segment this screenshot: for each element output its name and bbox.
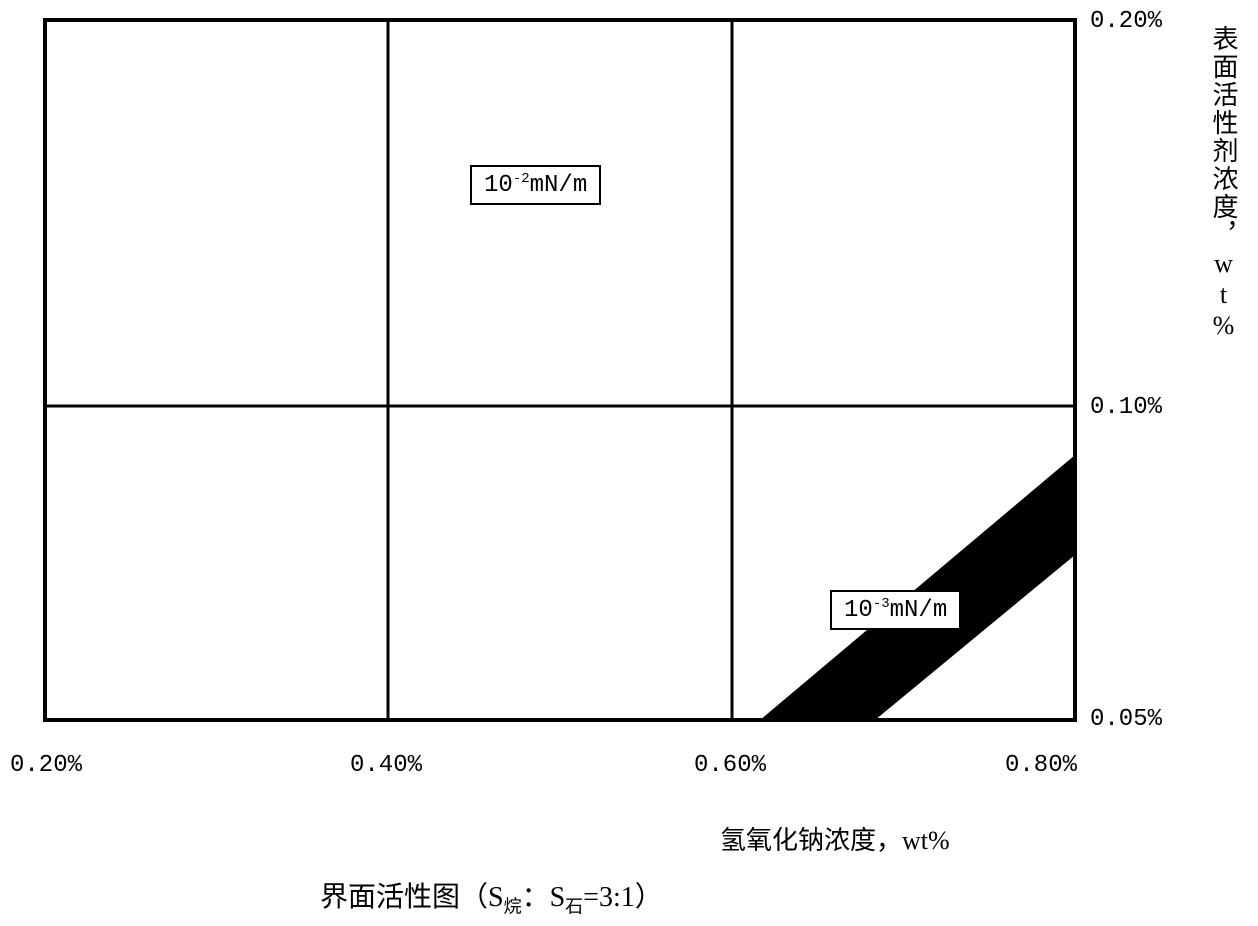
caption-sub2: 石	[565, 897, 583, 917]
region2-base: 10	[844, 597, 873, 624]
region1-exp: -2	[513, 171, 530, 187]
xtick-3: 0.80%	[1005, 752, 1077, 779]
chart-svg	[0, 0, 1258, 926]
region-label-2: 10-3mN/m	[830, 590, 961, 630]
region2-unit: mN/m	[890, 597, 948, 624]
region-label-1: 10-2mN/m	[470, 165, 601, 205]
caption-suffix: =3:1）	[583, 882, 663, 913]
region2-exp: -3	[873, 596, 890, 612]
x-axis-label: 氢氧化钠浓度，wt%	[720, 820, 950, 857]
ytick-1: 0.10%	[1090, 394, 1162, 421]
caption-mid: ：S	[522, 882, 566, 913]
region1-base: 10	[484, 172, 513, 199]
page-root: { "canvas": { "width": 1258, "height": 9…	[0, 0, 1258, 926]
xtick-1: 0.40%	[350, 752, 422, 779]
y-axis-label: 表面活性剂浓度，wt%	[1205, 25, 1242, 342]
ytick-0: 0.05%	[1090, 706, 1162, 733]
xtick-0: 0.20%	[10, 752, 82, 779]
xtick-2: 0.60%	[694, 752, 766, 779]
caption-prefix: 界面活性图（S	[320, 882, 504, 913]
caption-sub1: 烷	[504, 897, 522, 917]
region1-unit: mN/m	[530, 172, 588, 199]
figure-caption: 界面活性图（S烷：S石=3:1）	[320, 875, 663, 919]
ytick-2: 0.20%	[1090, 8, 1162, 35]
